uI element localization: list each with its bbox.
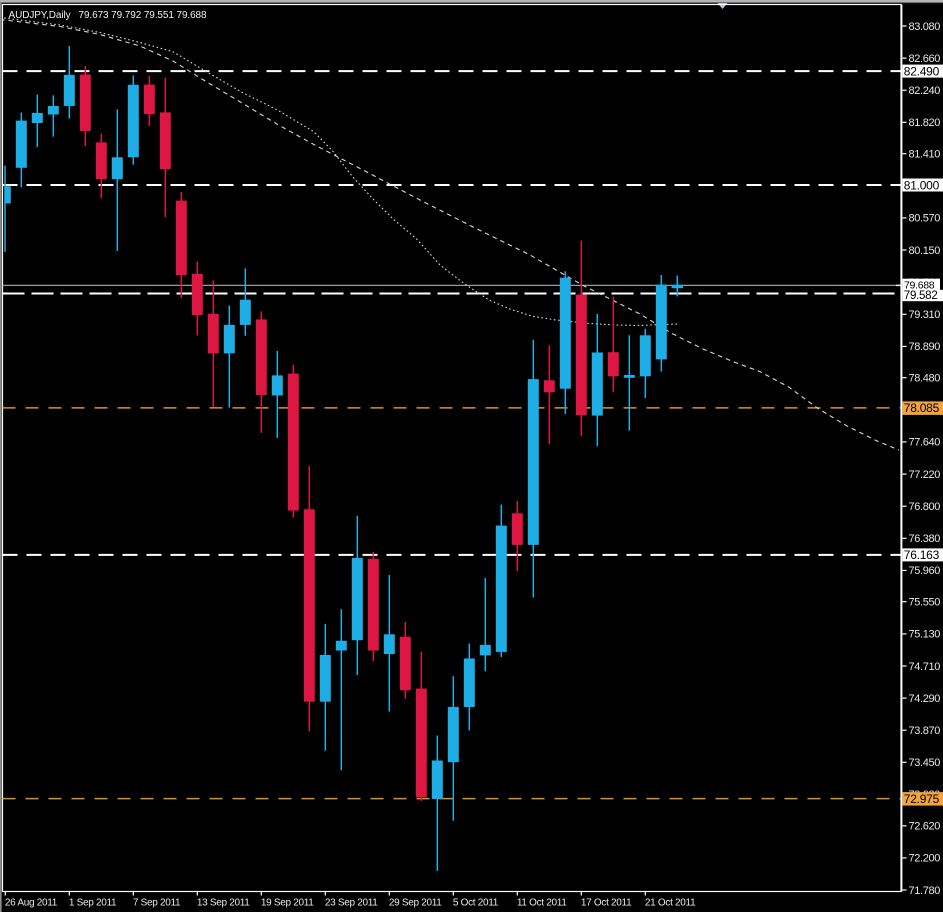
svg-text:77.640: 77.640 (909, 437, 941, 449)
svg-text:26 Aug 2011: 26 Aug 2011 (5, 898, 58, 909)
svg-text:23 Sep 2011: 23 Sep 2011 (325, 898, 378, 909)
svg-text:21 Oct 2011: 21 Oct 2011 (645, 898, 696, 909)
svg-text:29 Sep 2011: 29 Sep 2011 (389, 898, 442, 909)
svg-text:81.820: 81.820 (909, 117, 941, 129)
svg-text:73.450: 73.450 (909, 757, 941, 769)
svg-text:74.710: 74.710 (909, 661, 941, 673)
svg-text:76.380: 76.380 (909, 533, 941, 545)
svg-text:76.800: 76.800 (909, 501, 941, 513)
svg-text:75.550: 75.550 (909, 597, 941, 609)
svg-text:11 Oct 2011: 11 Oct 2011 (517, 898, 567, 909)
svg-text:77.220: 77.220 (909, 469, 941, 481)
svg-text:AUDJPY,Daily 79.673 79.792 7: AUDJPY,Daily 79.673 79.792 79.551 79.688 (9, 10, 208, 21)
svg-text:74.290: 74.290 (909, 693, 941, 705)
svg-text:81.410: 81.410 (909, 149, 941, 161)
svg-text:78.480: 78.480 (909, 373, 941, 385)
svg-text:82.490: 82.490 (904, 64, 940, 78)
svg-text:73.870: 73.870 (909, 725, 941, 737)
svg-text:76.163: 76.163 (904, 548, 940, 562)
svg-text:71.780: 71.780 (909, 885, 941, 897)
svg-text:82.240: 82.240 (909, 85, 941, 97)
svg-text:1 Sep 2011: 1 Sep 2011 (69, 898, 117, 909)
svg-text:19 Sep 2011: 19 Sep 2011 (261, 898, 314, 909)
svg-text:81.000: 81.000 (904, 178, 940, 192)
svg-text:80.150: 80.150 (909, 245, 941, 257)
svg-text:78.085: 78.085 (904, 401, 940, 415)
svg-text:79.582: 79.582 (904, 290, 938, 302)
svg-text:72.200: 72.200 (909, 853, 941, 865)
svg-text:80.570: 80.570 (909, 213, 941, 225)
svg-text:17 Oct 2011: 17 Oct 2011 (581, 898, 632, 909)
svg-text:75.960: 75.960 (909, 565, 941, 577)
svg-text:72.620: 72.620 (909, 821, 941, 833)
svg-text:83.080: 83.080 (909, 21, 941, 33)
svg-text:82.660: 82.660 (909, 53, 941, 65)
svg-text:75.130: 75.130 (909, 629, 941, 641)
svg-text:79.688: 79.688 (904, 279, 935, 291)
svg-text:13 Sep 2011: 13 Sep 2011 (197, 898, 250, 909)
svg-text:7 Sep 2011: 7 Sep 2011 (133, 898, 181, 909)
svg-text:78.890: 78.890 (909, 341, 941, 353)
svg-text:79.310: 79.310 (909, 309, 941, 321)
svg-text:5 Oct 2011: 5 Oct 2011 (453, 898, 499, 909)
svg-text:72.975: 72.975 (904, 792, 940, 806)
